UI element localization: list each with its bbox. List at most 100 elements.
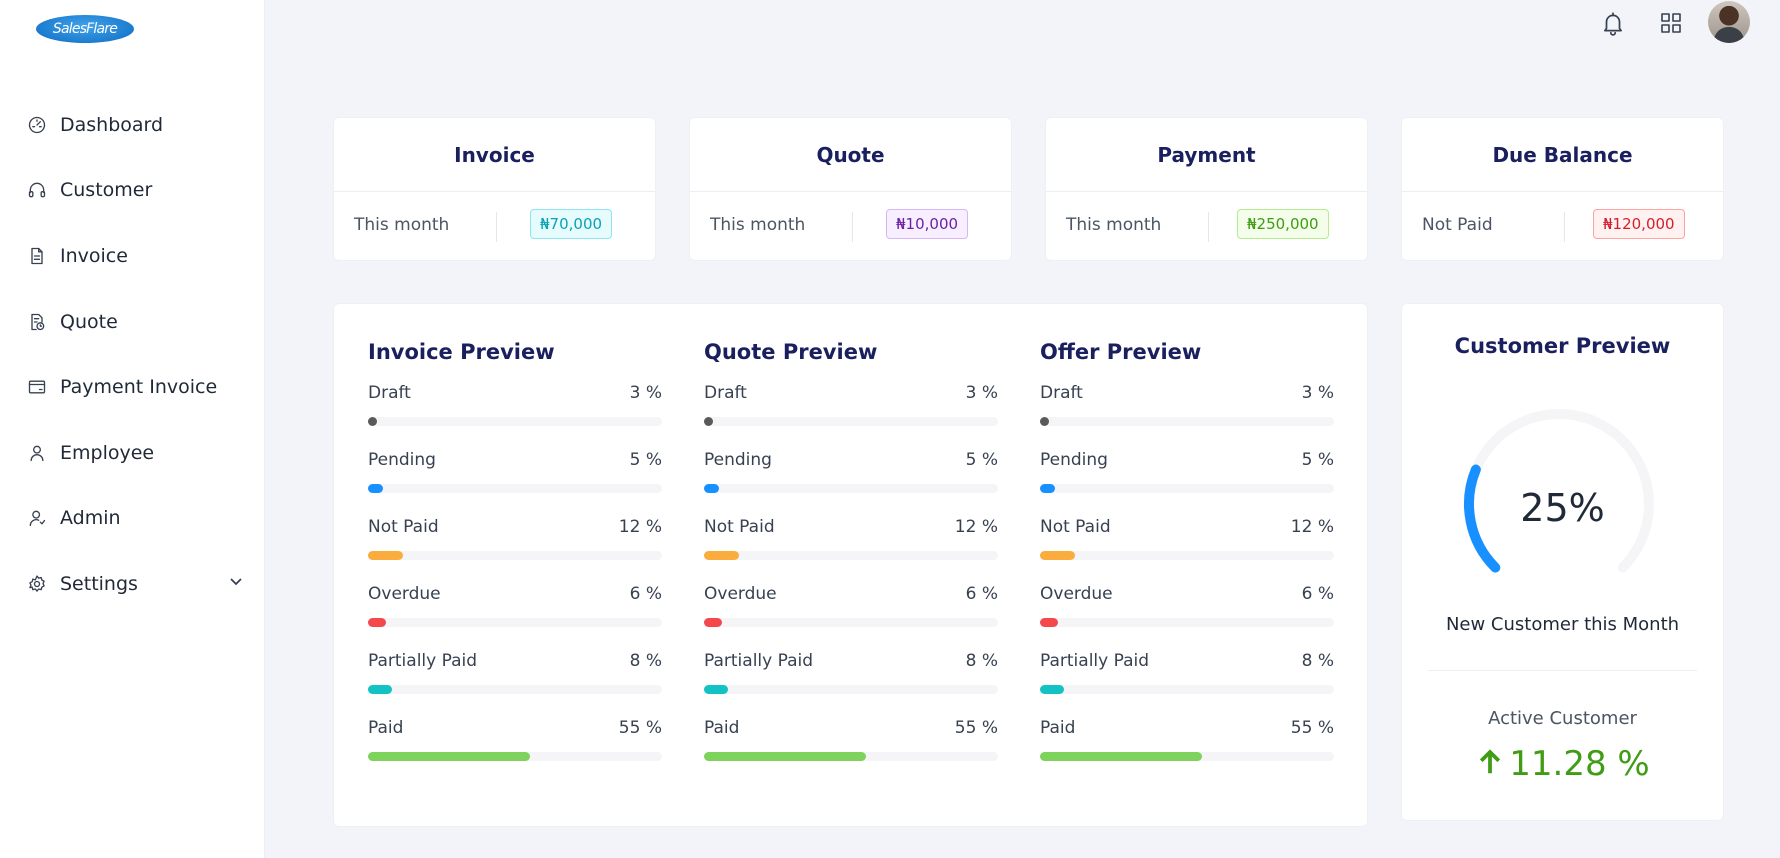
progress-fill	[368, 685, 392, 694]
progress-row: Paid 55 %	[1040, 711, 1334, 778]
gear-icon	[26, 573, 48, 595]
status-label: Paid	[1040, 718, 1076, 738]
status-percent: 5 %	[1301, 450, 1334, 470]
preview-column: Offer Preview Draft 3 % Pending 5 % Not Paid 1…	[1040, 340, 1334, 778]
customer-preview-title: Customer Preview	[1454, 334, 1671, 358]
status-percent: 6 %	[965, 584, 998, 604]
status-label: Draft	[704, 383, 747, 403]
summary-card-payment: Payment This month ₦250,000	[1045, 117, 1368, 261]
progress-fill	[704, 551, 740, 560]
progress-fill	[368, 484, 383, 493]
progress-fill	[368, 752, 530, 761]
amount-tag: ₦120,000	[1593, 209, 1685, 239]
progress-row: Draft 3 %	[1040, 376, 1334, 443]
progress-row: Paid 55 %	[704, 711, 998, 778]
active-customer-label: Active Customer	[1488, 708, 1637, 729]
summary-card-quote: Quote This month ₦10,000	[689, 117, 1012, 261]
card-title: Invoice	[334, 118, 655, 192]
status-label: Not Paid	[368, 517, 439, 537]
progress-track	[368, 752, 662, 761]
sidebar-item-quote[interactable]: Quote	[0, 289, 265, 355]
progress-track	[1040, 551, 1334, 560]
card-row: This month ₦70,000	[334, 192, 655, 260]
progress-fill	[1040, 752, 1202, 761]
progress-fill	[1040, 551, 1076, 560]
preview-column: Invoice Preview Draft 3 % Pending 5 % Not Pai…	[368, 340, 662, 778]
file-icon	[26, 245, 48, 267]
amount-tag: ₦70,000	[530, 209, 613, 239]
progress-track	[1040, 417, 1334, 426]
user-avatar[interactable]	[1708, 1, 1750, 43]
progress-track	[704, 417, 998, 426]
status-percent: 8 %	[965, 651, 998, 671]
progress-track	[1040, 752, 1334, 761]
progress-row: Partially Paid 8 %	[704, 644, 998, 711]
dashboard-icon	[26, 114, 48, 136]
status-percent: 12 %	[954, 517, 998, 537]
chevron-down-icon[interactable]	[228, 573, 244, 589]
progress-row: Pending 5 %	[368, 443, 662, 510]
preview-title: Offer Preview	[1040, 340, 1202, 364]
progress-track	[1040, 618, 1334, 627]
progress-row: Pending 5 %	[1040, 443, 1334, 510]
status-label: Not Paid	[1040, 517, 1111, 537]
progress-fill	[368, 551, 404, 560]
status-label: Paid	[704, 718, 740, 738]
sidebar-item-admin[interactable]: Admin	[0, 486, 265, 552]
active-customer-value: 11.28 %	[1402, 744, 1723, 784]
customer-preview-card: Customer Preview 25% New Customer this M…	[1401, 303, 1724, 821]
card-period-label: This month	[354, 215, 450, 235]
progress-track	[704, 752, 998, 761]
brand-logo[interactable]: SalesFlare	[36, 15, 134, 43]
card-title: Due Balance	[1402, 118, 1723, 192]
sidebar-item-dashboard[interactable]: Dashboard	[0, 92, 265, 158]
preview-title: Invoice Preview	[368, 340, 555, 364]
progress-track	[368, 484, 662, 493]
progress-fill	[704, 685, 728, 694]
progress-fill	[368, 618, 386, 627]
bell-icon[interactable]	[1600, 10, 1626, 40]
card-row: This month ₦250,000	[1046, 192, 1367, 260]
card-title: Payment	[1046, 118, 1367, 192]
apps-grid-icon[interactable]	[1659, 11, 1683, 39]
brand-logo-text: SalesFlare	[52, 21, 118, 37]
arrow-up-icon	[1480, 749, 1501, 774]
sidebar-item-invoice[interactable]: Invoice	[0, 223, 265, 289]
progress-fill	[704, 618, 722, 627]
status-percent: 55 %	[954, 718, 998, 738]
status-label: Draft	[1040, 383, 1083, 403]
progress-track	[1040, 685, 1334, 694]
sidebar-item-payment-invoice[interactable]: Payment Invoice	[0, 354, 265, 420]
divider	[1564, 212, 1565, 242]
card-period-label: This month	[1066, 215, 1162, 235]
status-percent: 5 %	[965, 450, 998, 470]
user-icon	[26, 442, 48, 464]
summary-card-due-balance: Due Balance Not Paid ₦120,000	[1401, 117, 1724, 261]
progress-track	[1040, 484, 1334, 493]
sidebar-item-customer[interactable]: Customer	[0, 158, 265, 224]
divider	[1208, 212, 1209, 242]
preview-title: Quote Preview	[704, 340, 878, 364]
progress-fill	[704, 417, 714, 426]
sidebar-item-label: Settings	[60, 572, 138, 595]
status-percent: 8 %	[1301, 651, 1334, 671]
card-period-label: This month	[710, 215, 806, 235]
card-row: This month ₦10,000	[690, 192, 1011, 260]
progress-fill	[1040, 484, 1055, 493]
active-customer-percent: 11.28 %	[1509, 744, 1650, 784]
status-label: Draft	[368, 383, 411, 403]
sidebar-item-employee[interactable]: Employee	[0, 420, 265, 486]
sidebar-item-label: Customer	[60, 179, 153, 202]
status-percent: 55 %	[618, 718, 662, 738]
progress-row: Overdue 6 %	[704, 577, 998, 644]
status-label: Overdue	[1040, 584, 1113, 604]
progress-row: Paid 55 %	[368, 711, 662, 778]
progress-fill	[704, 752, 866, 761]
status-label: Partially Paid	[1040, 651, 1150, 671]
status-percent: 6 %	[629, 584, 662, 604]
sidebar-item-settings[interactable]: Settings	[0, 551, 265, 617]
sidebar-item-label: Dashboard	[60, 113, 164, 136]
gauge-value: 25%	[1520, 486, 1605, 530]
headset-icon	[26, 179, 48, 201]
progress-row: Overdue 6 %	[1040, 577, 1334, 644]
